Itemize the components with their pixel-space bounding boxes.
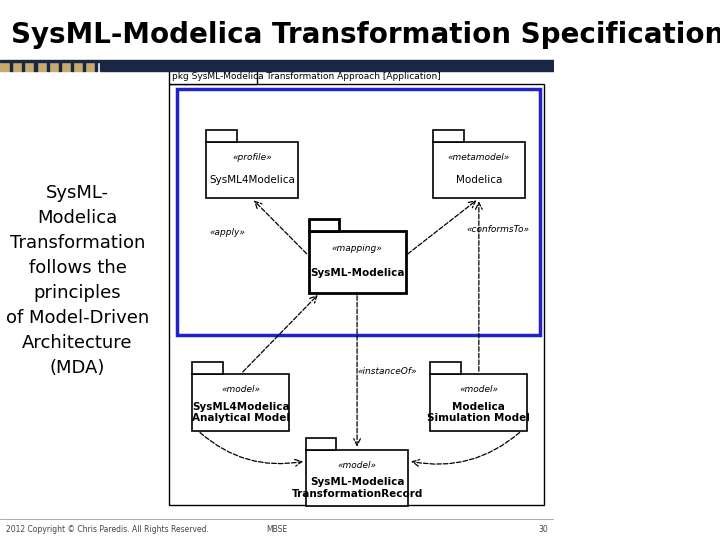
Bar (12, 62, 22, 71)
Bar (306, 449, 408, 507)
Bar (306, 437, 336, 449)
Bar (309, 231, 405, 293)
Bar (73, 62, 83, 71)
Bar (192, 374, 289, 431)
Bar (192, 362, 222, 374)
Text: SysML-Modelica Transformation Specification: SysML-Modelica Transformation Specificat… (11, 21, 720, 49)
Bar (47, 62, 49, 71)
Bar (22, 62, 24, 71)
Bar (433, 141, 525, 198)
Bar (59, 62, 61, 71)
Text: SysML-
Modelica
Transformation
follows the
principles
of Model-Driven
Architectu: SysML- Modelica Transformation follows t… (6, 184, 149, 377)
Bar (71, 62, 73, 71)
Bar (35, 62, 37, 71)
Bar (206, 141, 297, 198)
Text: «model»: «model» (459, 386, 498, 394)
Text: pkg SysML-Modelica Transformation Approach [Application]: pkg SysML-Modelica Transformation Approa… (171, 72, 441, 82)
Bar (206, 130, 237, 141)
Text: 30: 30 (539, 525, 548, 534)
Bar (99, 62, 554, 71)
Bar (177, 89, 540, 335)
Text: «mapping»: «mapping» (332, 244, 382, 253)
Bar (85, 62, 95, 71)
Text: Modelica
Simulation Model: Modelica Simulation Model (428, 402, 531, 423)
Text: «apply»: «apply» (210, 228, 246, 237)
Bar (0, 60, 554, 62)
Text: MBSE: MBSE (266, 525, 287, 534)
Bar (431, 362, 461, 374)
Bar (49, 62, 59, 71)
Bar (309, 219, 339, 231)
Text: «model»: «model» (338, 461, 377, 470)
Bar (95, 62, 97, 71)
Bar (0, 62, 10, 71)
Text: Modelica: Modelica (456, 176, 502, 185)
Text: «metamodel»: «metamodel» (448, 153, 510, 162)
Bar (37, 62, 47, 71)
Bar (61, 62, 71, 71)
Bar (169, 70, 258, 84)
Text: SysML4Modelica
Analytical Model: SysML4Modelica Analytical Model (192, 402, 290, 423)
Bar (169, 84, 544, 505)
Text: «profile»: «profile» (232, 153, 271, 162)
Text: 2012 Copyright © Chris Paredis. All Rights Reserved.: 2012 Copyright © Chris Paredis. All Righ… (6, 525, 208, 534)
Text: «instanceOf»: «instanceOf» (358, 367, 418, 376)
Text: SysML4Modelica: SysML4Modelica (209, 176, 294, 185)
Bar (83, 62, 85, 71)
Text: SysML-Modelica
TransformationRecord: SysML-Modelica TransformationRecord (292, 477, 423, 499)
Bar (10, 62, 12, 71)
Text: SysML-Modelica: SysML-Modelica (310, 268, 405, 278)
Bar (433, 130, 464, 141)
Bar (24, 62, 35, 71)
Text: «model»: «model» (221, 386, 261, 394)
Text: «conformsTo»: «conformsTo» (466, 225, 529, 234)
Bar (431, 374, 527, 431)
